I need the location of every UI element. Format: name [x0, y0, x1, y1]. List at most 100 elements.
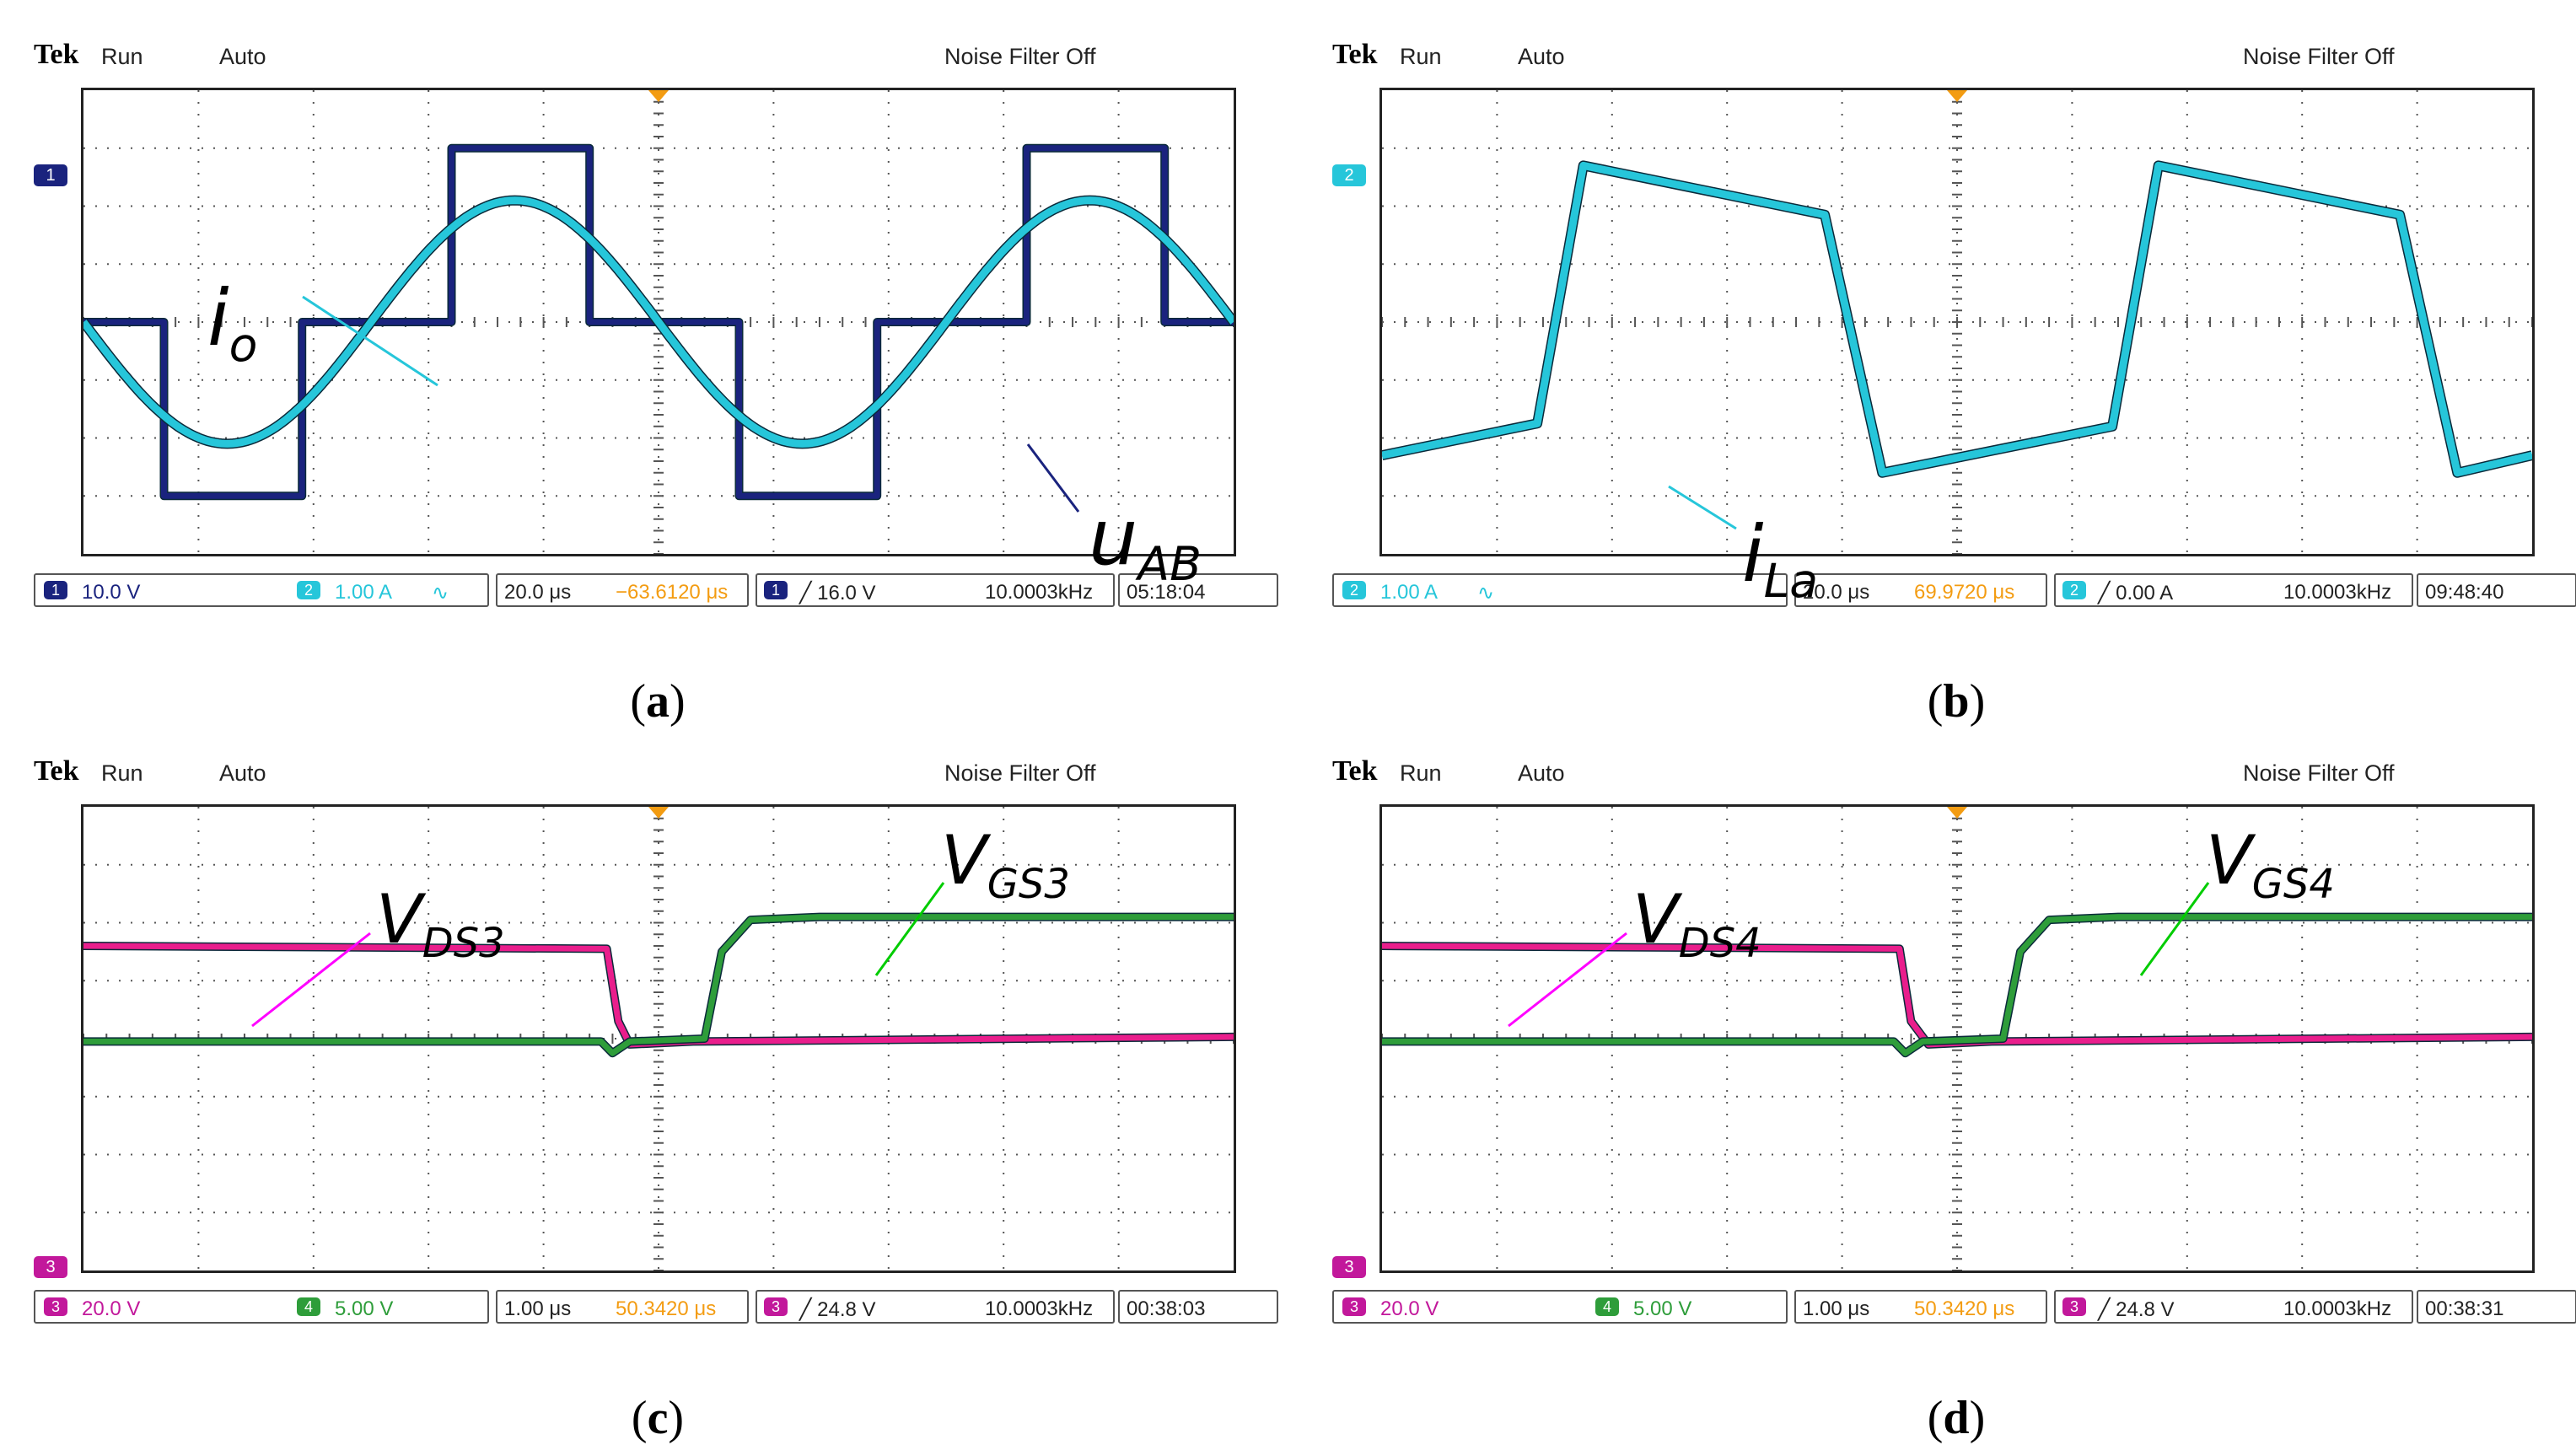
channel-scale-value: 5.00 V [1633, 1297, 1692, 1320]
channel-number-badge: 2 [1342, 581, 1366, 599]
trigger-channel-badge: 2 [2062, 581, 2086, 599]
panel-caption: (b) [1927, 675, 1986, 728]
scope-panel: Tek Run Auto Noise Filter Off 1 1 10.0 V 2… [34, 34, 1282, 728]
trigger-box: 3 ╱ 24.8 V 10.0003kHz [2054, 1290, 2413, 1324]
frequency-value: 10.0003kHz [2283, 581, 2392, 604]
waveform-plot [83, 807, 1234, 1270]
channel-status-bar: 3 20.0 V 4 5.00 V 1.00 μs 50.3420 μs 3 ╱ 24.8 V… [34, 1290, 1282, 1327]
waveform-label-main: V [1632, 880, 1679, 959]
brand-label: Tek [34, 755, 79, 787]
channel-scale-box: 3 20.0 V 4 5.00 V [1332, 1290, 1788, 1324]
brand-label: Tek [1332, 755, 1378, 787]
channel-scale-value: 5.00 V [335, 1297, 394, 1320]
noise-filter-status: Noise Filter Off [944, 760, 1096, 786]
timebase-value: 1.00 μs [1803, 1297, 1870, 1320]
waveform-label-main: V [376, 880, 422, 959]
scope-screen [81, 804, 1236, 1273]
panel-caption: (d) [1927, 1392, 1986, 1444]
run-status: Run [101, 44, 143, 69]
waveform-v-ds3 [83, 943, 1234, 1048]
annotation-leader-line [1026, 443, 1080, 513]
clock-box: 00:38:03 [1118, 1290, 1278, 1324]
scope-panel: Tek Run Auto Noise Filter Off 2 2 1.00 A ∿… [1332, 34, 2576, 728]
trigger-level-value: ╱ 16.0 V [799, 582, 876, 604]
trigger-mode: Auto [1518, 760, 1565, 786]
noise-filter-status: Noise Filter Off [2243, 760, 2395, 786]
panel-caption: (a) [630, 675, 686, 728]
brand-label: Tek [34, 39, 79, 70]
scope-screen [81, 88, 1236, 556]
waveform-i-la [1382, 161, 2532, 477]
channel-number-badge: 3 [44, 1297, 67, 1316]
scope-screen [1379, 804, 2535, 1273]
timebase-box: 1.00 μs 50.3420 μs [496, 1290, 749, 1324]
clock-box: 00:38:31 [2417, 1290, 2576, 1324]
waveform-i-o [83, 196, 1234, 448]
trigger-box: 1 ╱ 16.0 V 10.0003kHz [756, 573, 1115, 607]
waveform-label-main: V [2206, 821, 2252, 900]
trigger-box: 2 ╱ 0.00 A 10.0003kHz [2054, 573, 2413, 607]
channel-ground-marker: 3 [34, 1256, 67, 1278]
timebase-value: 20.0 μs [504, 581, 572, 604]
delay-value: 50.3420 μs [616, 1297, 717, 1320]
timebase-value: 20.0 μs [1803, 581, 1870, 604]
delay-value: 69.9720 μs [1914, 581, 2015, 604]
scope-header: Tek Run Auto Noise Filter Off [1332, 34, 2576, 84]
waveform-label-subscript: GS3 [987, 860, 1070, 908]
channel-number-badge: 1 [44, 581, 67, 599]
graticule [1382, 90, 2532, 554]
waveform-v-gs3 [83, 914, 1234, 1056]
channel-ground-marker: 1 [34, 164, 67, 186]
scope-screen [1379, 88, 2535, 556]
waveform-label: VGS4 [2206, 821, 2335, 908]
channel-scale-value: 10.0 V [82, 581, 141, 604]
channel-ground-marker: 2 [1332, 164, 1366, 186]
trigger-level-value: ╱ 24.8 V [799, 1298, 876, 1321]
clock-value: 00:38:31 [2425, 1297, 2504, 1320]
trigger-mode: Auto [1518, 44, 1565, 69]
noise-filter-status: Noise Filter Off [944, 44, 1096, 69]
timebase-box: 20.0 μs 69.9720 μs [1794, 573, 2047, 607]
trigger-channel-badge: 1 [764, 581, 788, 599]
channel-scale-box: 3 20.0 V 4 5.00 V [34, 1290, 489, 1324]
trigger-level-value: ╱ 0.00 A [2098, 582, 2174, 604]
waveform-label: uAB [1089, 492, 1202, 592]
waveform-label-subscript: DS3 [422, 919, 505, 967]
trigger-position-marker [1947, 807, 1967, 819]
channel-number-badge: 4 [297, 1297, 320, 1316]
waveform-v-gs4 [1382, 914, 2532, 1056]
trigger-mode: Auto [219, 760, 266, 786]
waveform-label: VDS3 [376, 880, 505, 967]
scope-panel: Tek Run Auto Noise Filter Off 3 3 20.0 V 4… [34, 750, 1282, 1444]
channel-status-bar: 1 10.0 V 2 1.00 A ∿ 20.0 μs −63.6120 μs 1 ╱ 16.0… [34, 573, 1282, 610]
channel-scale-value: 1.00 A [335, 581, 393, 604]
waveform-label: io [207, 273, 257, 373]
frequency-value: 10.0003kHz [2283, 1297, 2392, 1320]
run-status: Run [101, 760, 143, 786]
trigger-position-marker [648, 90, 669, 102]
frequency-value: 10.0003kHz [985, 581, 1094, 604]
annotation-leader-line [874, 882, 945, 976]
timebase-box: 1.00 μs 50.3420 μs [1794, 1290, 2047, 1324]
channel-ground-marker: 3 [1332, 1256, 1366, 1278]
channel-status-bar: 2 1.00 A ∿ 20.0 μs 69.9720 μs 2 ╱ 0.00 A 10.000… [1332, 573, 2576, 610]
annotation-leader-line [302, 295, 438, 387]
annotation-leader-line [1508, 932, 1627, 1028]
scope-header: Tek Run Auto Noise Filter Off [1332, 750, 2576, 801]
timebase-value: 1.00 μs [504, 1297, 572, 1320]
panel-caption: (c) [631, 1392, 685, 1444]
channel-scale-value: 20.0 V [1380, 1297, 1439, 1320]
annotation-leader-line [2139, 882, 2210, 976]
annotation-leader-line [1668, 485, 1737, 530]
trigger-level-value: ╱ 24.8 V [2098, 1298, 2175, 1321]
waveform-label-main: u [1089, 492, 1138, 583]
channel-status-bar: 3 20.0 V 4 5.00 V 1.00 μs 50.3420 μs 3 ╱ 24.8 V… [1332, 1290, 2576, 1327]
ac-coupling-icon: ∿ [432, 582, 449, 604]
trigger-box: 3 ╱ 24.8 V 10.0003kHz [756, 1290, 1115, 1324]
clock-value: 00:38:03 [1127, 1297, 1206, 1320]
trigger-position-marker [648, 807, 669, 819]
ac-coupling-icon: ∿ [1477, 582, 1495, 604]
channel-scale-value: 1.00 A [1380, 581, 1439, 604]
channel-number-badge: 3 [1342, 1297, 1366, 1316]
scope-header: Tek Run Auto Noise Filter Off [34, 34, 1282, 84]
